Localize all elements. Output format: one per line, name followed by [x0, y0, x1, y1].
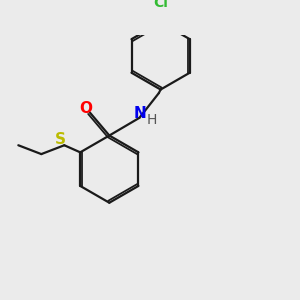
- Text: N: N: [134, 106, 147, 121]
- Text: O: O: [79, 100, 92, 116]
- Text: Cl: Cl: [153, 0, 168, 10]
- Text: S: S: [55, 132, 66, 147]
- Text: H: H: [147, 112, 157, 127]
